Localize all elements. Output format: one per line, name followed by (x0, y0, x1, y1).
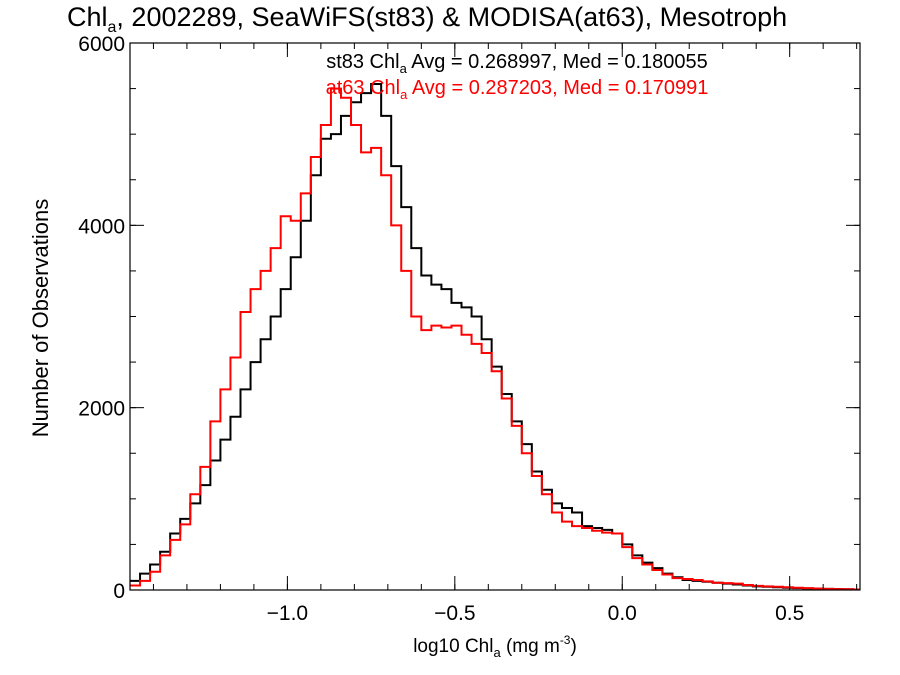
histogram-curves (130, 83, 860, 591)
y-tick-label: 6000 (78, 33, 125, 56)
x-tick-label: 0.0 (608, 602, 637, 625)
at63-stats-annotation: at63 Chla Avg = 0.287203, Med = 0.170991 (326, 77, 709, 102)
series-at63-line (130, 87, 860, 591)
x-tick-label: −1.0 (267, 602, 308, 625)
stats-annotations: st83 Chla Avg = 0.268997, Med = 0.180055… (326, 51, 709, 102)
axes: −1.0 −0.5 0.0 0.5 0 2000 4000 6000 (78, 33, 861, 625)
y-axis-label: Number of Observations (28, 199, 53, 437)
y-tick-label: 2000 (78, 398, 125, 421)
x-tick-label: 0.5 (775, 602, 804, 625)
x-axis-label: log10 Chla (mg m-3) (413, 633, 577, 660)
y-tick-label: 0 (113, 580, 125, 603)
st83-stats-annotation: st83 Chla Avg = 0.268997, Med = 0.180055 (326, 51, 708, 76)
y-tick-label: 4000 (78, 215, 125, 238)
x-tick-label: −0.5 (434, 602, 475, 625)
chart-title: Chla, 2002289, SeaWiFS(st83) & MODISA(at… (67, 2, 787, 36)
